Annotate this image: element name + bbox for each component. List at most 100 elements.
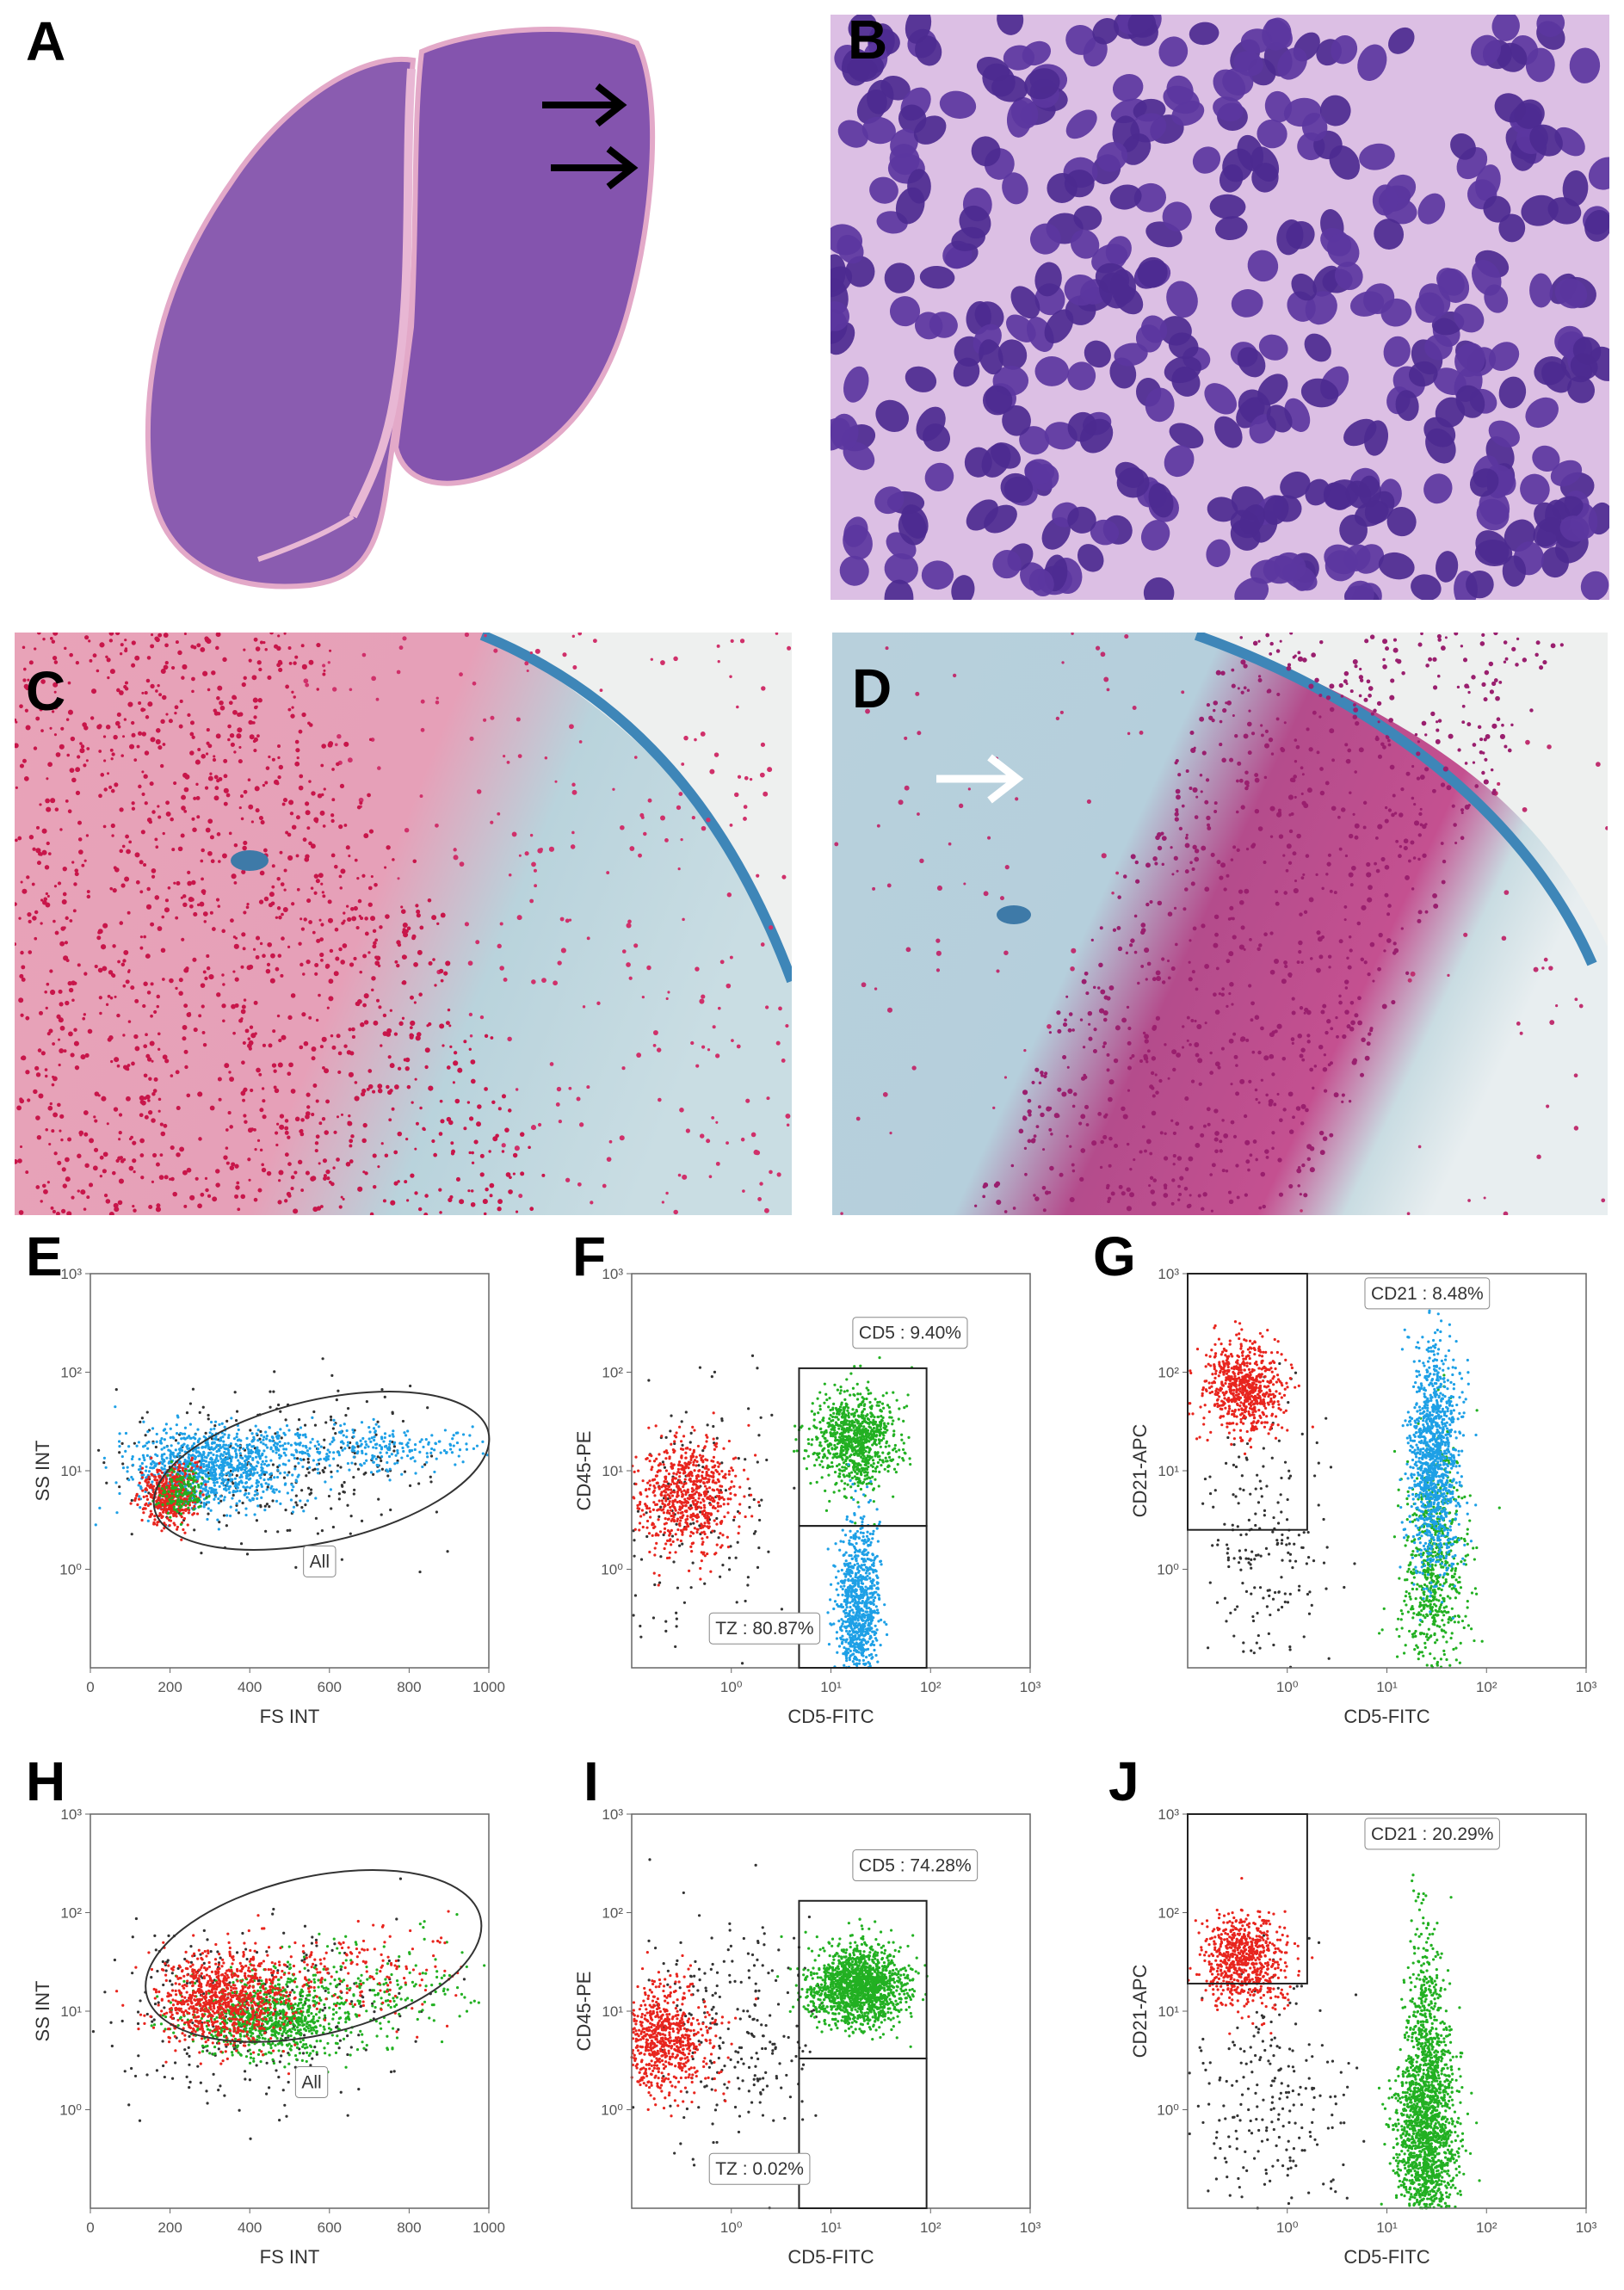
flow-plot: 0 200 400 600 800 1000 10⁰ 10¹ 10² 10³ FS INT SS IN…: [32, 1806, 505, 2268]
event-cloud: [1187, 1299, 1501, 1670]
x-tick-label: 600: [318, 2219, 342, 2236]
gate-label: CD5 : 9.40%: [859, 1324, 961, 1343]
gate: [1187, 1273, 1308, 1531]
event-cloud: [631, 1354, 914, 1670]
x-tick-label: 400: [238, 1679, 262, 1695]
x-tick-label: 1000: [472, 2219, 505, 2236]
x-tick-label: 200: [157, 1679, 182, 1695]
panel-a-image: [145, 27, 656, 589]
x-tick-label: 0: [86, 2219, 94, 2236]
x-tick-label: 10²: [1476, 2219, 1497, 2236]
x-tick-label: 10⁰: [720, 1679, 743, 1695]
x-tick-label: 400: [238, 2219, 262, 2236]
gate-label-box: [708, 2152, 811, 2185]
x-tick-label: 1000: [472, 1679, 505, 1695]
gate-label-box: [1364, 1818, 1500, 1850]
gate-label-box: [303, 1545, 337, 1577]
panel-c-image: [15, 633, 792, 1215]
y-tick-label: 10²: [1158, 1905, 1179, 1922]
y-axis-label: CD21-APC: [1129, 1964, 1151, 2058]
gate: [145, 1869, 483, 2043]
panel-letter: J: [1108, 1750, 1139, 1812]
plot-frame: [90, 1813, 490, 2209]
y-tick-label: 10⁰: [601, 1562, 623, 1578]
y-tick-label: 10¹: [602, 1463, 623, 1479]
x-axis-label: CD5-FITC: [1343, 2246, 1429, 2268]
y-tick-label: 10³: [602, 1266, 623, 1282]
x-tick-label: 10²: [920, 1679, 942, 1695]
y-tick-label: 10¹: [602, 2003, 623, 2020]
y-tick-label: 10⁰: [601, 2102, 623, 2119]
y-tick-label: 10²: [602, 1365, 623, 1381]
y-axis-label: SS INT: [32, 1441, 53, 1502]
y-tick-label: 10¹: [1158, 2003, 1179, 2020]
flow-plot: 10⁰ 10¹ 10² 10³ 10⁰ 10¹ 10² 10³ CD5-FITC CD45-PE C…: [573, 1266, 1041, 1727]
y-tick-label: 10²: [602, 1905, 623, 1922]
event-cloud: [630, 1858, 929, 2210]
x-axis-label: CD5-FITC: [787, 2246, 874, 2268]
x-tick-label: 10²: [1476, 1679, 1497, 1695]
y-axis-label: CD45-PE: [573, 1972, 595, 2052]
y-tick-label: 10³: [60, 1266, 82, 1282]
y-axis-label: CD21-APC: [1129, 1423, 1151, 1517]
y-tick-label: 10¹: [60, 2003, 82, 2020]
x-tick-label: 10³: [1576, 2219, 1597, 2236]
x-tick-label: 10¹: [820, 2219, 842, 2236]
y-tick-label: 10⁰: [1157, 1562, 1179, 1578]
x-tick-label: 200: [157, 2219, 182, 2236]
panel-d-image: [832, 633, 1608, 1215]
y-tick-label: 10¹: [60, 1463, 82, 1479]
flow-plot: 10⁰ 10¹ 10² 10³ 10⁰ 10¹ 10² 10³ CD5-FITC CD21-APC…: [1129, 1806, 1597, 2268]
panel-letter: D: [852, 657, 892, 719]
x-tick-label: 600: [318, 1679, 342, 1695]
x-tick-label: 10⁰: [1276, 1679, 1299, 1695]
x-axis-label: CD5-FITC: [787, 1706, 874, 1727]
x-tick-label: 800: [397, 2219, 421, 2236]
y-tick-label: 10³: [1158, 1806, 1179, 1823]
gate-label-box: [852, 1849, 979, 1882]
y-tick-label: 10⁰: [1157, 2102, 1179, 2119]
panel-b-image: [831, 15, 1609, 600]
plot-frame: [1187, 1813, 1587, 2209]
gate: [1187, 1813, 1308, 1984]
x-tick-label: 10³: [1576, 1679, 1597, 1695]
gate-label-box: [708, 1612, 821, 1645]
gate-label: CD21 : 20.29%: [1371, 1824, 1493, 1844]
x-tick-label: 10³: [1020, 2219, 1041, 2236]
x-tick-label: 10⁰: [720, 2219, 743, 2236]
y-tick-label: 10⁰: [59, 2102, 82, 2119]
event-cloud: [91, 1877, 486, 2140]
y-axis-label: CD45-PE: [573, 1431, 595, 1511]
y-tick-label: 10¹: [1158, 1463, 1179, 1479]
panel-letter: I: [584, 1750, 599, 1812]
gate: [798, 2057, 928, 2209]
gate-label: TZ : 0.02%: [715, 2159, 804, 2179]
panel-letter: G: [1093, 1225, 1136, 1287]
x-tick-label: 10¹: [1376, 2219, 1398, 2236]
gate-label-box: [294, 2065, 329, 2098]
x-tick-label: 10¹: [1376, 1679, 1398, 1695]
x-tick-label: 0: [86, 1679, 94, 1695]
y-tick-label: 10³: [1158, 1266, 1179, 1282]
x-axis-label: CD5-FITC: [1343, 1706, 1429, 1727]
gate-label: TZ : 80.87%: [715, 1619, 813, 1639]
y-tick-label: 10³: [60, 1806, 82, 1823]
gate: [152, 1391, 491, 1551]
event-cloud: [1187, 1873, 1481, 2210]
gate-label-box: [852, 1317, 968, 1349]
gate-label: CD21 : 8.48%: [1371, 1284, 1484, 1304]
x-tick-label: 10³: [1020, 1679, 1041, 1695]
gate-label-box: [1364, 1277, 1491, 1310]
y-tick-label: 10⁰: [59, 1562, 82, 1578]
panel-letter: B: [848, 9, 887, 71]
panel-letter: H: [26, 1750, 65, 1812]
y-tick-label: 10²: [1158, 1365, 1179, 1381]
x-tick-label: 10⁰: [1276, 2219, 1299, 2236]
event-cloud: [94, 1357, 490, 1574]
x-axis-label: FS INT: [260, 1706, 320, 1727]
x-axis-label: FS INT: [260, 2246, 320, 2268]
gate: [798, 1525, 928, 1669]
panel-letter: E: [26, 1225, 63, 1287]
